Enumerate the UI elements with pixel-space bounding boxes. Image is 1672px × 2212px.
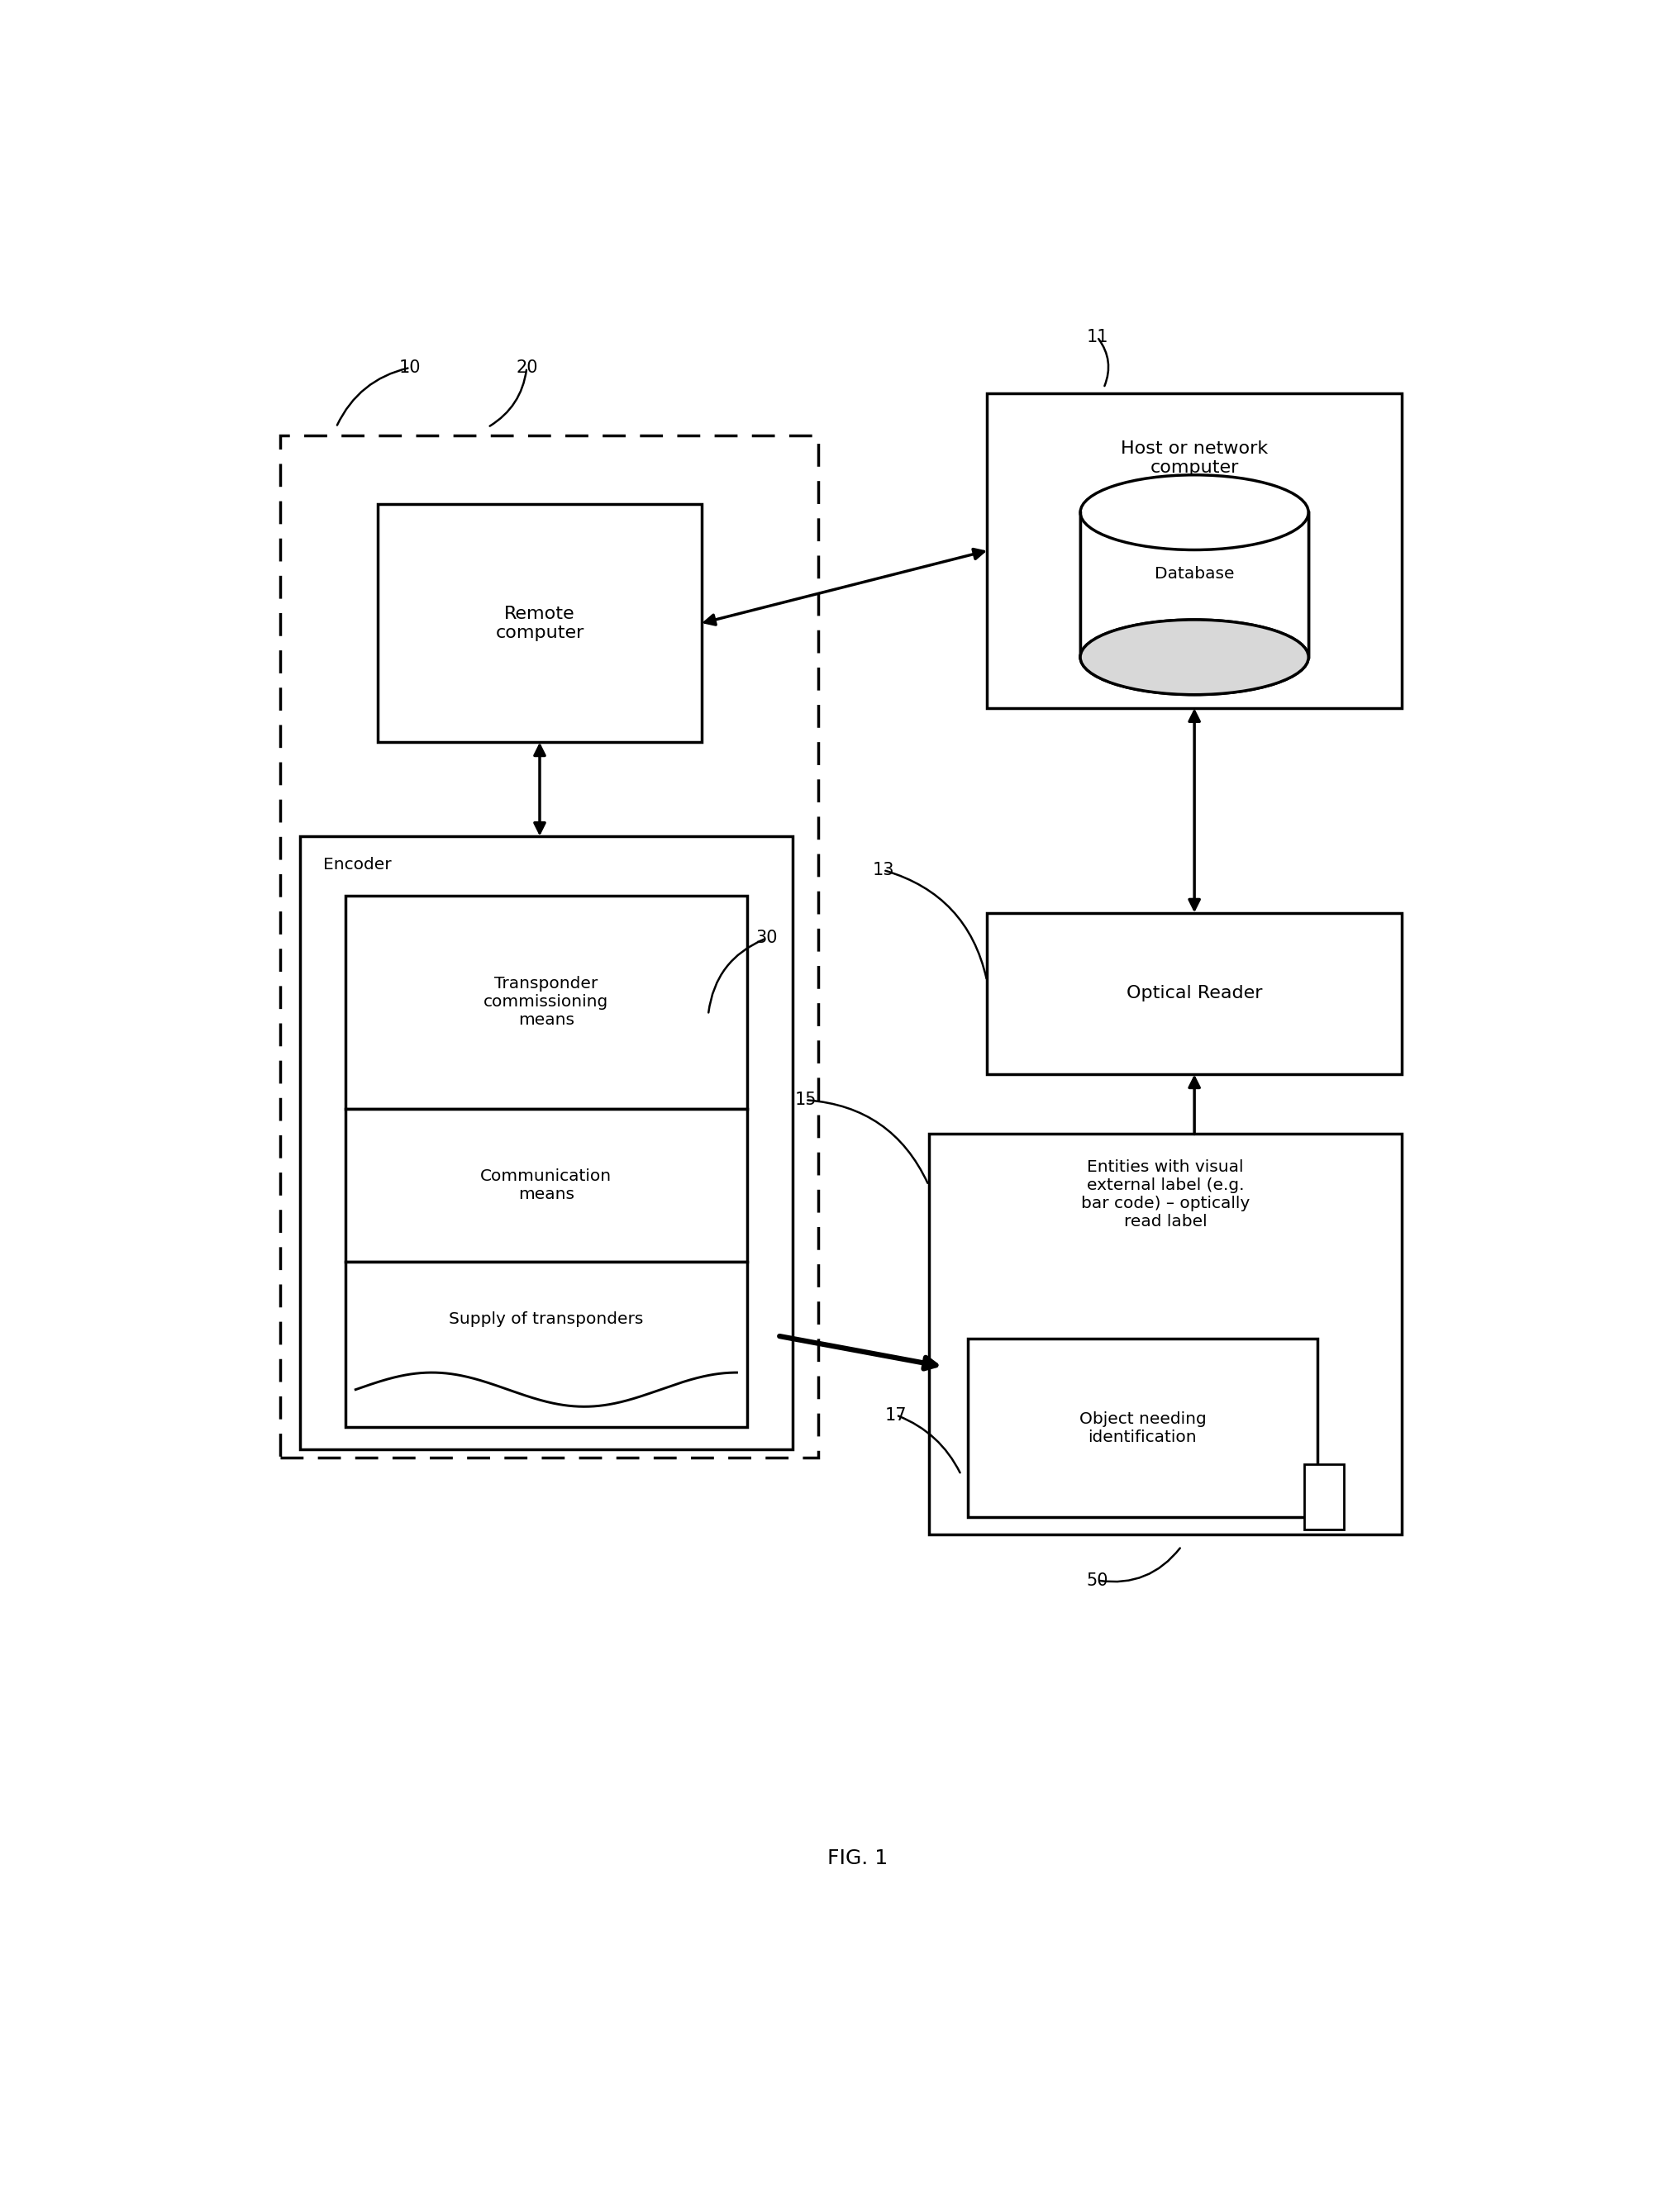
Text: FIG. 1: FIG. 1: [826, 1847, 888, 1867]
Text: 17: 17: [884, 1407, 906, 1422]
Text: Communication
means: Communication means: [480, 1168, 612, 1201]
Bar: [966, 1338, 1318, 1517]
Bar: [281, 436, 818, 1458]
Bar: [1080, 513, 1308, 657]
Text: Object needing
identification: Object needing identification: [1078, 1411, 1206, 1444]
Bar: [986, 914, 1401, 1075]
Text: Entities with visual
external label (e.g.
bar code) – optically
read label: Entities with visual external label (e.g…: [1080, 1159, 1249, 1230]
Bar: [986, 394, 1401, 708]
Text: Transponder
commissioning
means: Transponder commissioning means: [483, 975, 609, 1029]
Text: 20: 20: [515, 358, 537, 376]
Text: 13: 13: [871, 863, 895, 878]
Bar: [1304, 1464, 1343, 1528]
Text: 50: 50: [1085, 1573, 1107, 1588]
Bar: [344, 1108, 747, 1261]
Text: 11: 11: [1085, 330, 1107, 345]
Bar: [299, 836, 793, 1449]
Text: Database: Database: [1154, 566, 1234, 582]
Bar: [928, 1135, 1401, 1535]
Bar: [344, 1261, 747, 1427]
Text: Encoder: Encoder: [323, 856, 391, 872]
Text: 10: 10: [400, 358, 421, 376]
Bar: [344, 896, 747, 1108]
Text: Host or network
computer: Host or network computer: [1120, 440, 1267, 476]
Text: Supply of transponders: Supply of transponders: [448, 1312, 644, 1327]
Ellipse shape: [1080, 619, 1308, 695]
Ellipse shape: [1080, 619, 1308, 695]
Ellipse shape: [1080, 476, 1308, 551]
Text: Optical Reader: Optical Reader: [1125, 984, 1262, 1002]
Bar: [378, 504, 702, 743]
Text: 30: 30: [756, 929, 777, 947]
Text: Remote
computer: Remote computer: [495, 606, 584, 641]
Text: 15: 15: [794, 1093, 816, 1108]
